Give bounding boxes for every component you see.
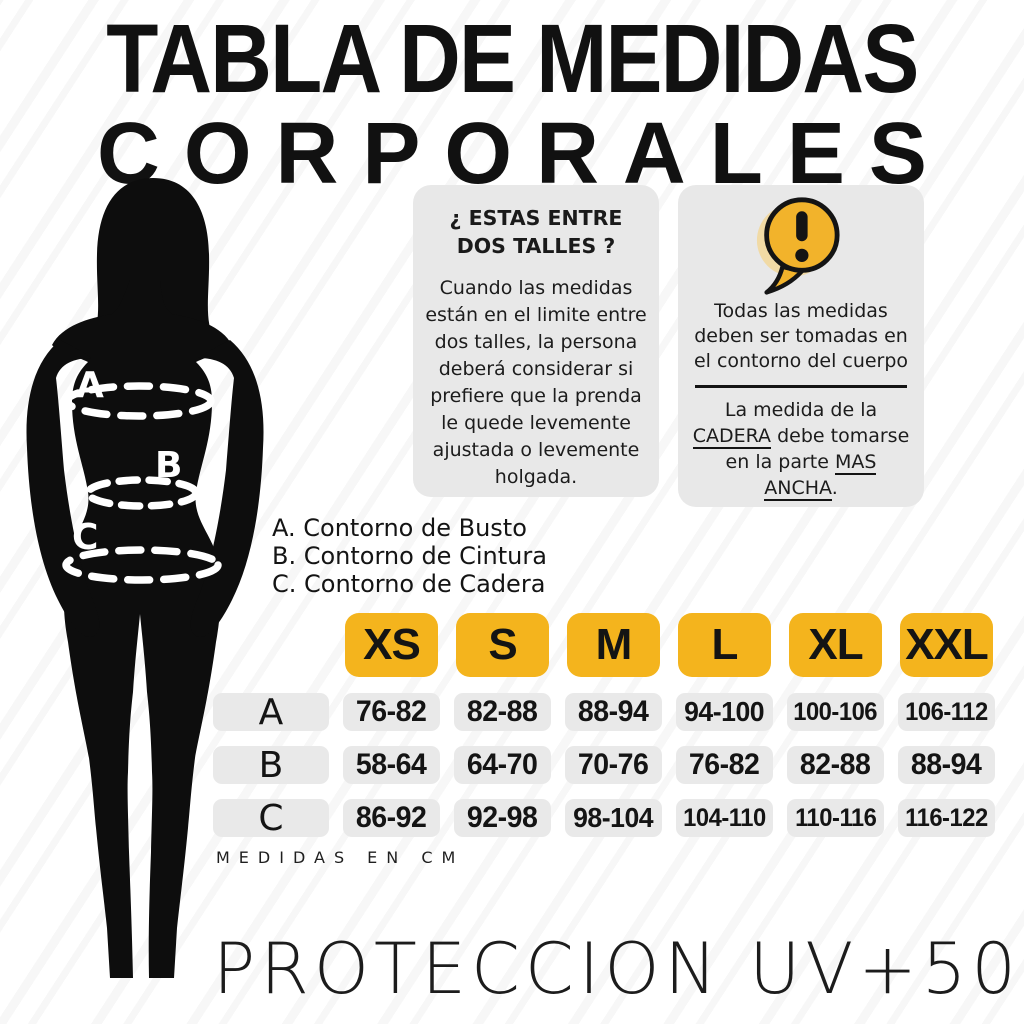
unit-note: MEDIDAS EN CM bbox=[216, 848, 465, 867]
row-label-b: B bbox=[213, 745, 329, 786]
table-cell: 82-88 bbox=[787, 746, 884, 784]
legend-item-hip: C. Contorno de Cadera bbox=[272, 570, 546, 598]
size-header-xxl: XXL bbox=[900, 613, 993, 677]
hip-notice-prefix: La medida de la bbox=[724, 399, 878, 421]
divider-line bbox=[695, 385, 907, 388]
hip-notice-underline-cadera: CADERA bbox=[692, 425, 772, 449]
size-table: XS S M L XL XXL A 76-82 82-88 88-94 94-1… bbox=[213, 612, 995, 839]
table-cell: 92-98 bbox=[454, 799, 551, 837]
table-cell: 70-76 bbox=[565, 746, 662, 784]
table-cell: 76-82 bbox=[676, 746, 773, 784]
between-sizes-heading: ¿ ESTAS ENTRE DOS TALLES ? bbox=[449, 206, 623, 258]
exclamation-bubble-icon bbox=[756, 197, 840, 295]
table-cell: 88-94 bbox=[565, 693, 662, 731]
table-cell: 98-104 bbox=[565, 799, 662, 837]
bust-marker: A bbox=[76, 365, 104, 406]
row-label-c: C bbox=[213, 798, 329, 839]
hip-notice-text: La medida de la CADERA debe tomarse en l… bbox=[688, 397, 914, 501]
hip-marker: C bbox=[72, 517, 98, 558]
size-header-l: L bbox=[678, 613, 771, 677]
size-header-xs: XS bbox=[345, 613, 438, 677]
table-cell: 104-110 bbox=[676, 799, 773, 837]
table-cell: 58-64 bbox=[343, 746, 440, 784]
hip-notice-suffix: . bbox=[831, 477, 838, 499]
table-cell: 116-122 bbox=[898, 799, 995, 837]
table-cell: 100-106 bbox=[787, 693, 884, 731]
footer-uv-protection-text: PROTECCION UV+50 bbox=[213, 928, 1021, 1010]
table-cell: 82-88 bbox=[454, 693, 551, 731]
table-cell: 76-82 bbox=[343, 693, 440, 731]
table-cell: 88-94 bbox=[898, 746, 995, 784]
table-cell: 94-100 bbox=[676, 693, 773, 731]
size-header-s: S bbox=[456, 613, 549, 677]
notice-text: Todas las medidas deben ser tomadas en e… bbox=[693, 300, 909, 372]
measurement-notice-box: Todas las medidas deben ser tomadas en e… bbox=[678, 185, 924, 507]
table-cell: 106-112 bbox=[898, 693, 995, 731]
row-label-a: A bbox=[213, 692, 329, 733]
waist-marker: B bbox=[155, 445, 182, 486]
table-corner-spacer bbox=[213, 612, 329, 678]
legend-item-bust: A. Contorno de Busto bbox=[272, 514, 527, 542]
between-sizes-box: ¿ ESTAS ENTRE DOS TALLES ? Cuando las me… bbox=[413, 185, 659, 497]
table-cell: 110-116 bbox=[787, 799, 884, 837]
table-cell: 86-92 bbox=[343, 799, 440, 837]
legend-item-waist: B. Contorno de Cintura bbox=[272, 542, 547, 570]
between-sizes-body: Cuando las medidas están en el limite en… bbox=[425, 277, 647, 489]
size-header-xl: XL bbox=[789, 613, 882, 677]
size-header-m: M bbox=[567, 613, 660, 677]
table-cell: 64-70 bbox=[454, 746, 551, 784]
measurement-legend: A. Contorno de Busto B. Contorno de Cint… bbox=[272, 514, 547, 598]
